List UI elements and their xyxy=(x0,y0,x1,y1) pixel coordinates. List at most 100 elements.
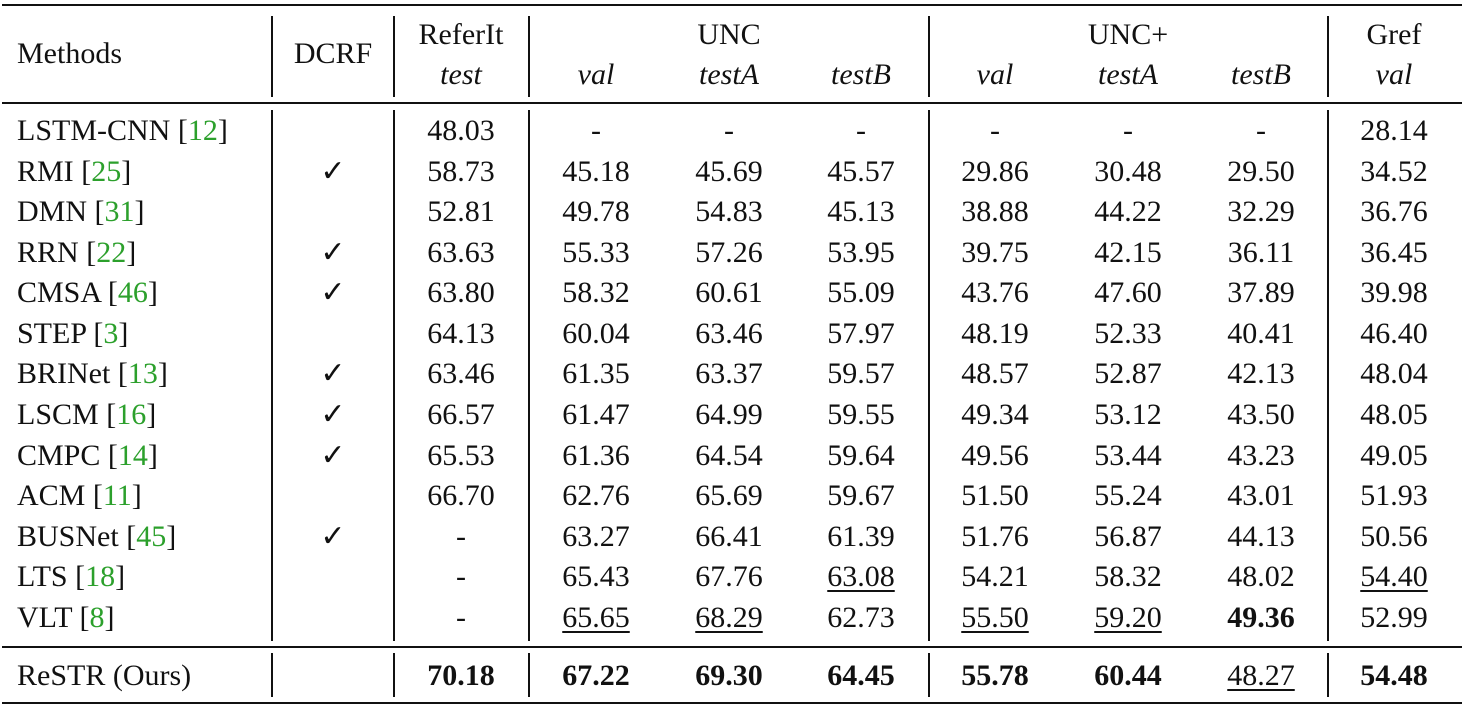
value-cell: 43.01 xyxy=(1227,479,1295,513)
value-cell: 66.41 xyxy=(695,519,763,553)
method-name: RRN [22] xyxy=(17,235,136,271)
value-cell: 28.14 xyxy=(1360,114,1428,147)
column-rule xyxy=(928,110,930,641)
column-rule xyxy=(528,16,530,97)
column-rule xyxy=(1327,16,1329,97)
value-cell: 54.48 xyxy=(1360,659,1428,692)
column-rule xyxy=(1327,110,1329,641)
method-name: BUSNet [45] xyxy=(17,519,176,555)
value-cell: 48.04 xyxy=(1360,357,1428,391)
header-gref: Gref xyxy=(1366,18,1422,51)
method-label: LSTM-CNN xyxy=(17,114,171,147)
value-cell: 52.99 xyxy=(1360,600,1428,634)
value-cell: 45.57 xyxy=(827,154,895,188)
citation: [16] xyxy=(106,398,157,432)
subheader: testA xyxy=(1098,58,1158,91)
citation: [18] xyxy=(75,560,126,594)
value-cell: 70.18 xyxy=(427,659,495,692)
value-cell: 49.34 xyxy=(961,398,1029,432)
citation: [11] xyxy=(92,479,142,513)
method-label: RRN xyxy=(17,235,79,269)
value-cell: 69.30 xyxy=(695,659,763,692)
value-cell: - xyxy=(456,600,466,634)
citation: [8] xyxy=(79,600,115,634)
value-cell: 36.11 xyxy=(1227,235,1295,269)
value-cell: 29.86 xyxy=(961,154,1029,188)
value-cell: - xyxy=(990,114,1000,147)
method-name: LSTM-CNN [12] xyxy=(17,113,228,149)
method-label: CMPC xyxy=(17,438,101,472)
value-cell: 49.36 xyxy=(1227,600,1295,634)
value-cell: 53.44 xyxy=(1094,438,1162,472)
value-cell: 45.69 xyxy=(695,154,763,188)
mid-rule xyxy=(2,646,1462,648)
value-cell: 61.36 xyxy=(562,438,630,472)
method-name: CMPC [14] xyxy=(17,438,158,474)
value-cell: 59.67 xyxy=(827,479,895,513)
value-cell: 63.37 xyxy=(695,357,763,391)
method-name: ACM [11] xyxy=(17,478,142,514)
method-label: BUSNet xyxy=(17,519,119,553)
value-cell: 45.13 xyxy=(827,195,895,229)
value-cell: 49.56 xyxy=(961,438,1029,472)
value-cell: 43.50 xyxy=(1227,398,1295,432)
value-cell: 46.40 xyxy=(1360,316,1428,350)
value-cell: 51.76 xyxy=(961,519,1029,553)
citation: [31] xyxy=(94,195,145,229)
value-cell: 58.32 xyxy=(562,276,630,310)
method-name: DMN [31] xyxy=(17,194,145,230)
value-cell: 48.02 xyxy=(1227,560,1295,594)
value-cell: 61.47 xyxy=(562,398,630,432)
value-cell: 55.50 xyxy=(961,600,1029,634)
value-cell: 52.81 xyxy=(427,195,495,229)
column-rule xyxy=(271,653,273,697)
value-cell: 48.27 xyxy=(1227,659,1295,692)
value-cell: - xyxy=(456,560,466,594)
header-unc-plus: UNC+ xyxy=(1087,18,1169,51)
value-cell: 64.13 xyxy=(427,316,495,350)
value-cell: 63.27 xyxy=(562,519,630,553)
method-name: STEP [3] xyxy=(17,316,128,352)
value-cell: 51.93 xyxy=(1360,479,1428,513)
value-cell: 62.76 xyxy=(562,479,630,513)
value-cell: 48.03 xyxy=(427,114,495,147)
value-cell: 62.73 xyxy=(827,600,895,634)
value-cell: 43.23 xyxy=(1227,438,1295,472)
subheader: test xyxy=(440,58,482,91)
value-cell: 63.46 xyxy=(427,357,495,391)
method-name: RMI [25] xyxy=(17,154,131,190)
value-cell: 34.52 xyxy=(1360,154,1428,188)
method-label: LTS xyxy=(17,560,68,594)
value-cell: 52.33 xyxy=(1094,316,1162,350)
value-cell: 59.55 xyxy=(827,398,895,432)
value-cell: 54.21 xyxy=(961,560,1029,594)
subheader: val xyxy=(577,58,615,91)
value-cell: 55.24 xyxy=(1094,479,1162,513)
method-label: ACM xyxy=(17,479,86,513)
method-label: LSCM xyxy=(17,398,99,432)
subheader: testA xyxy=(699,58,759,91)
citation: [3] xyxy=(93,316,129,350)
dcrf-check: ✓ xyxy=(320,398,346,432)
method-name: VLT [8] xyxy=(17,600,115,636)
value-cell: - xyxy=(1123,114,1133,147)
value-cell: 55.78 xyxy=(961,659,1029,692)
citation: [22] xyxy=(86,235,137,269)
dcrf-check: ✓ xyxy=(320,235,346,269)
column-rule xyxy=(1327,653,1329,697)
header-dcrf: DCRF xyxy=(293,37,373,70)
method-name: BRINet [13] xyxy=(17,356,168,392)
method-label: BRINet xyxy=(17,357,111,391)
value-cell: 42.13 xyxy=(1227,357,1295,391)
subheader: val xyxy=(976,58,1014,91)
citation: [46] xyxy=(107,276,158,310)
value-cell: 54.83 xyxy=(695,195,763,229)
value-cell: 36.76 xyxy=(1360,195,1428,229)
dcrf-check: ✓ xyxy=(320,438,346,472)
dcrf-check: ✓ xyxy=(320,357,346,391)
method-name: LSCM [16] xyxy=(17,397,156,433)
value-cell: 45.18 xyxy=(562,154,630,188)
value-cell: 42.15 xyxy=(1094,235,1162,269)
method-label: STEP xyxy=(17,316,86,350)
